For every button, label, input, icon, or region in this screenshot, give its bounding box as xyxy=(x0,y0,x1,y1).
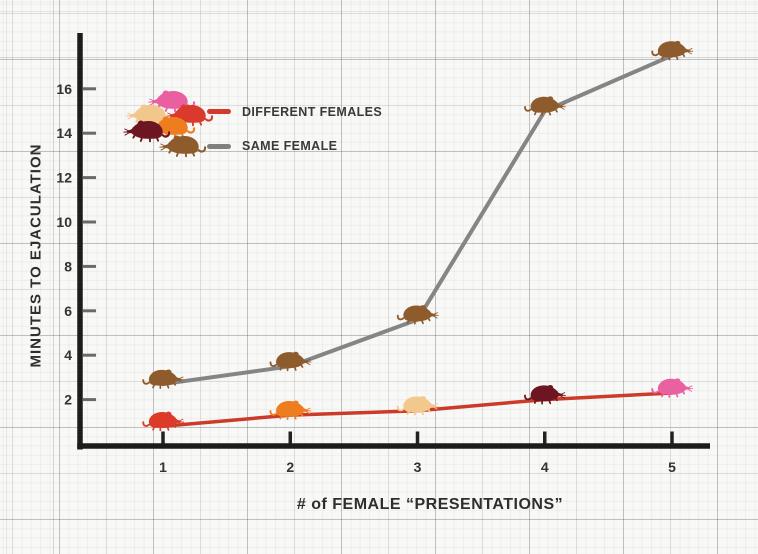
y-tick-label: 6 xyxy=(64,303,72,319)
y-tick xyxy=(83,220,96,224)
y-tick-label: 2 xyxy=(64,392,72,408)
y-tick xyxy=(83,309,96,313)
x-tick xyxy=(288,431,292,444)
y-tick xyxy=(83,87,96,91)
y-tick-label: 4 xyxy=(64,347,72,363)
rat-point-icon-different-females xyxy=(142,410,185,432)
legend-rat-icon xyxy=(158,134,207,158)
x-tick-label: 3 xyxy=(414,459,422,475)
y-tick xyxy=(83,353,96,357)
rat-point-icon-same-female xyxy=(524,95,567,116)
x-axis-line xyxy=(77,443,710,449)
y-tick-label: 8 xyxy=(64,258,72,274)
rat-point-icon-same-female xyxy=(651,40,694,61)
y-tick-label: 10 xyxy=(56,214,72,230)
y-tick xyxy=(83,264,96,268)
x-tick xyxy=(161,431,165,444)
rat-point-icon-same-female xyxy=(396,304,440,325)
series-line-same-female xyxy=(161,53,674,387)
legend-dash-same-female xyxy=(207,144,231,149)
x-tick-label: 4 xyxy=(541,459,549,475)
x-axis-title: # of FEMALE “PRESENTATIONS” xyxy=(296,496,564,513)
rat-point-icon-same-female xyxy=(142,368,185,390)
x-tick xyxy=(670,431,674,444)
x-tick xyxy=(543,431,547,444)
y-tick-label: 16 xyxy=(56,81,72,97)
y-tick xyxy=(83,398,96,402)
x-tick-label: 5 xyxy=(668,459,676,475)
x-tick-label: 1 xyxy=(159,459,167,475)
x-tick-label: 2 xyxy=(286,459,294,475)
y-tick xyxy=(83,131,96,135)
y-axis-title: MINUTES TO EJACULATION xyxy=(27,143,45,368)
y-tick-label: 12 xyxy=(56,170,72,186)
legend-label-different-females: DIFFERENT FEMALES xyxy=(242,105,383,119)
legend-label-same-female: SAME FEMALE xyxy=(242,139,338,153)
legend-dash-different-females xyxy=(207,109,231,114)
y-axis-line xyxy=(77,33,83,450)
x-tick xyxy=(415,431,420,444)
y-tick xyxy=(83,176,96,180)
y-tick-label: 14 xyxy=(56,125,72,141)
